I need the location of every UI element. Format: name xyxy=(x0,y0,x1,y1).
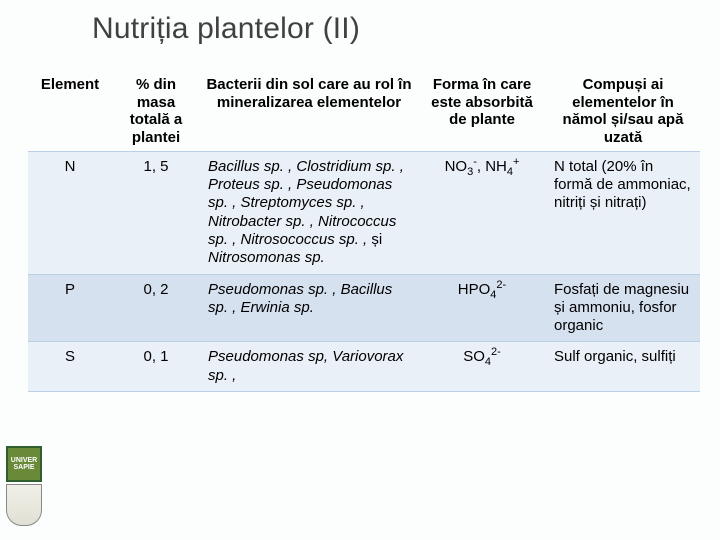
cell-compound: Fosfați de magnesiu și ammoniu, fosfor o… xyxy=(546,274,700,342)
cell-percent: 0, 2 xyxy=(112,274,200,342)
cell-element: S xyxy=(28,342,112,392)
table-row: S 0, 1 Pseudomonas sp, Variovorax sp. , … xyxy=(28,342,700,392)
logo-crest-icon xyxy=(6,484,42,526)
cell-percent: 1, 5 xyxy=(112,151,200,274)
cell-compound: N total (20% în formă de ammoniac, nitri… xyxy=(546,151,700,274)
col-percent: % din masa totală a plantei xyxy=(112,72,200,151)
col-element: Element xyxy=(28,72,112,151)
cell-element: N xyxy=(28,151,112,274)
table-row: N 1, 5 Bacillus sp. , Clostridium sp. , … xyxy=(28,151,700,274)
col-form: Forma în care este absorbită de plante xyxy=(418,72,546,151)
university-logo: UNIVER SAPIE xyxy=(6,446,46,526)
cell-percent: 0, 1 xyxy=(112,342,200,392)
nutrition-table: Element % din masa totală a plantei Bact… xyxy=(28,72,700,392)
cell-form: SO42- xyxy=(418,342,546,392)
table-row: P 0, 2 Pseudomonas sp. , Bacillus sp. , … xyxy=(28,274,700,342)
cell-form: HPO42- xyxy=(418,274,546,342)
slide: Nutriția plantelor (II) Element % din ma… xyxy=(0,0,720,540)
cell-bacteria: Pseudomonas sp. , Bacillus sp. , Erwinia… xyxy=(200,274,418,342)
logo-square-icon: UNIVER SAPIE xyxy=(6,446,42,482)
cell-form: NO3-, NH4+ xyxy=(418,151,546,274)
table-head: Element % din masa totală a plantei Bact… xyxy=(28,72,700,151)
col-compound: Compuși ai elementelor în nămol și/sau a… xyxy=(546,72,700,151)
table-body: N 1, 5 Bacillus sp. , Clostridium sp. , … xyxy=(28,151,700,391)
cell-bacteria: Pseudomonas sp, Variovorax sp. , xyxy=(200,342,418,392)
page-title: Nutriția plantelor (II) xyxy=(92,12,360,46)
cell-element: P xyxy=(28,274,112,342)
cell-compound: Sulf organic, sulfiți xyxy=(546,342,700,392)
cell-bacteria: Bacillus sp. , Clostridium sp. , Proteus… xyxy=(200,151,418,274)
logo-text: UNIVER SAPIE xyxy=(8,457,40,471)
col-bacteria: Bacterii din sol care au rol în minerali… xyxy=(200,72,418,151)
